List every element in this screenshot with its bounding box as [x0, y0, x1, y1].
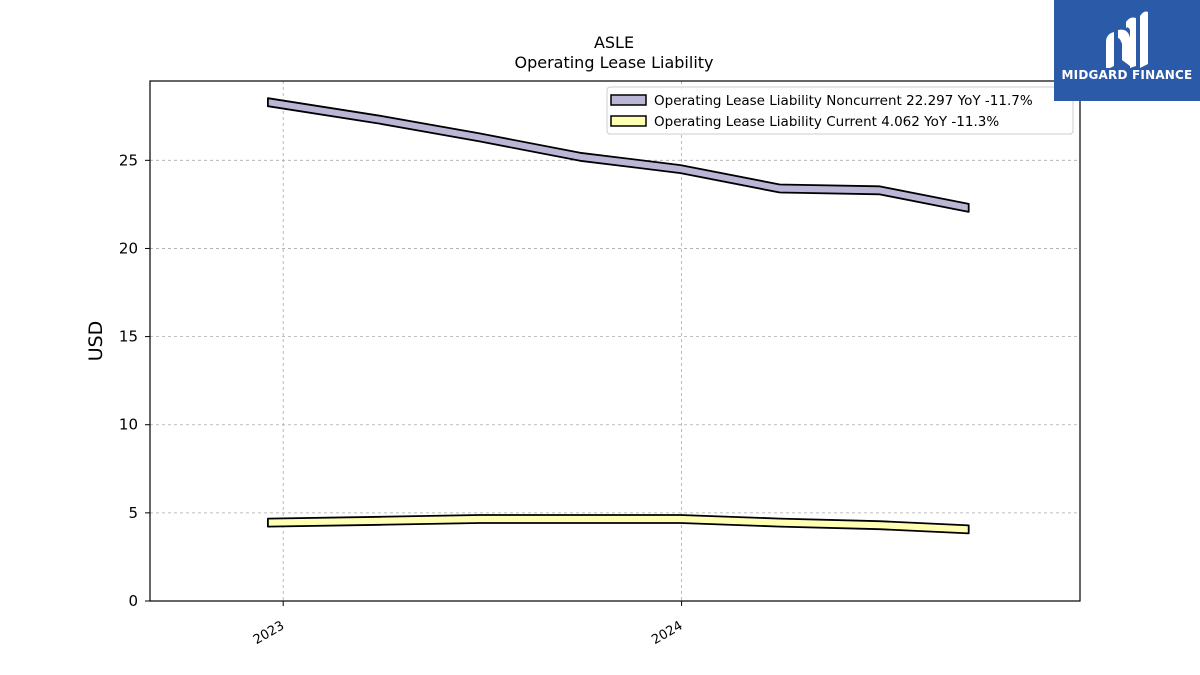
y-tick-label: 0 [128, 592, 138, 610]
y-tick-label: 25 [119, 151, 138, 169]
series-band-0 [266, 97, 970, 213]
legend-swatch-0 [610, 94, 647, 106]
series-layer [266, 97, 970, 535]
brand-logo: MIDGARD FINANCE [1054, 0, 1200, 101]
y-tick-label: 10 [119, 416, 138, 434]
y-tick-label: 15 [119, 328, 138, 346]
legend: Operating Lease Liability Noncurrent 22.… [606, 86, 1074, 135]
series-band-1 [266, 514, 970, 535]
x-tick-label: 2024 [649, 618, 685, 648]
y-axis-label: USD [85, 321, 107, 362]
legend-label-1: Operating Lease Liability Current 4.062 … [654, 114, 999, 130]
brand-name: MIDGARD FINANCE [1061, 68, 1193, 82]
axes: 0 5 10 15 20 25 2023 2024 [119, 151, 686, 648]
legend-box [606, 86, 1074, 135]
x-tick-label: 2023 [251, 618, 287, 648]
midgard-logo-icon [1106, 11, 1148, 68]
chart-title: ASLE [594, 33, 634, 52]
plot-frame [149, 80, 1081, 602]
legend-label-0: Operating Lease Liability Noncurrent 22.… [654, 93, 1033, 109]
chart-subtitle: Operating Lease Liability [514, 53, 713, 72]
y-tick-label: 5 [128, 504, 138, 522]
legend-swatch-1 [610, 115, 647, 127]
y-tick-label: 20 [119, 239, 138, 257]
